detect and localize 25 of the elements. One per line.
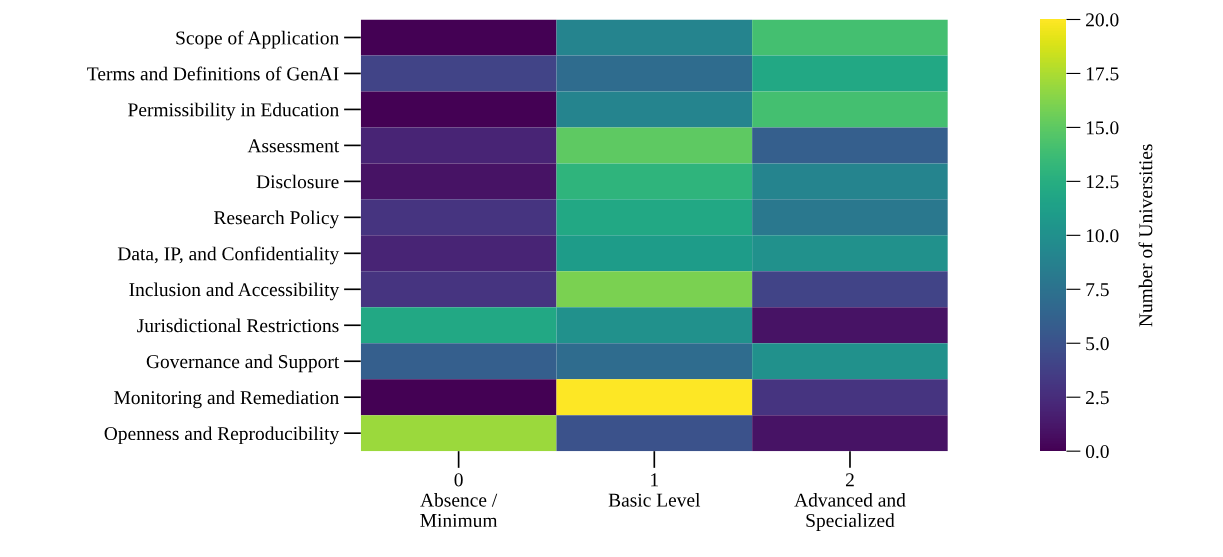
y-tick-label: Terms and Definitions of GenAI (87, 66, 339, 81)
x-tick-label: 1 Basic Level (608, 473, 701, 507)
y-tick-label: Disclosure (256, 174, 339, 189)
y-tick-label: Inclusion and Accessibility (129, 282, 340, 301)
y-tick-label: Data, IP, and Confidentiality (117, 246, 340, 265)
color-bar-title: Number of Universities (1138, 144, 1153, 327)
color-bar-label: 2.5 (1086, 391, 1109, 405)
x-tick-label: 2 Advanced and Specialized (794, 473, 906, 531)
color-bar-label: 20.0 (1086, 13, 1119, 27)
y-tick-label: Monitoring and Remediation (114, 390, 339, 409)
y-tick-label: Scope of Application (176, 30, 339, 49)
color-bar-label: 15.0 (1086, 121, 1119, 135)
color-bar-label: 5.0 (1086, 337, 1109, 351)
color-bar-label: 10.0 (1086, 229, 1119, 243)
color-bar-label: 17.5 (1086, 67, 1119, 81)
y-tick-label: Assessment (247, 139, 340, 153)
y-tick-label: Governance and Support (146, 354, 340, 373)
y-tick-label: Jurisdictional Restrictions (137, 318, 339, 333)
y-tick-label: Openness and Reproducibility (104, 426, 340, 445)
y-tick-label: Research Policy (214, 210, 340, 229)
x-tick-label: 0 Absence / Minimum (420, 473, 498, 528)
color-bar-label: 7.5 (1086, 283, 1109, 297)
color-bar-label: 12.5 (1086, 175, 1119, 189)
y-tick-label: Permissibility in Education (128, 102, 339, 121)
color-bar-label: 0.0 (1085, 444, 1109, 459)
